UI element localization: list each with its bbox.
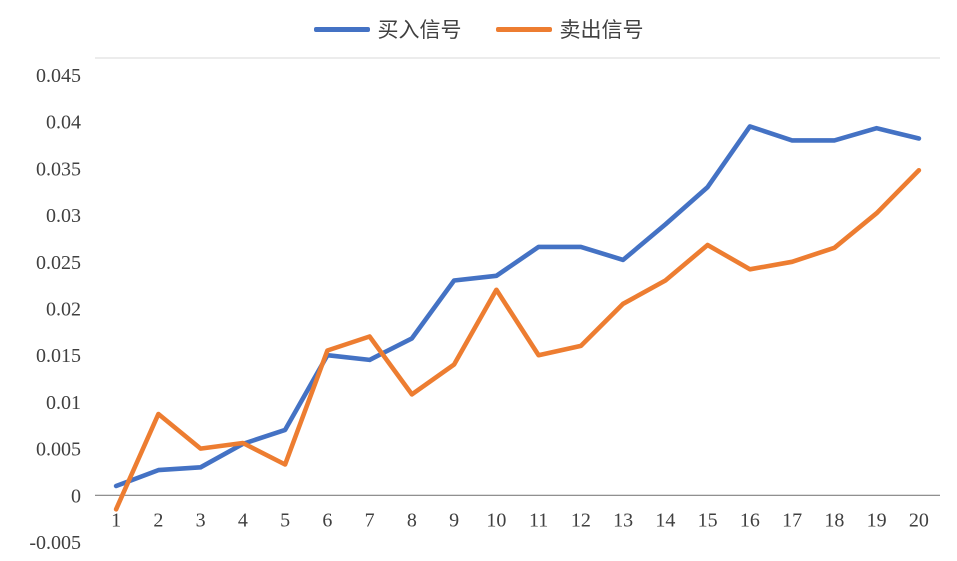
- legend-label-buy-signal: 买入信号: [377, 18, 462, 42]
- legend-item-sell-signal: 卖出信号: [495, 14, 644, 44]
- x-tick-label: 16: [740, 509, 760, 531]
- buy-series-line-swatch: [313, 26, 370, 32]
- x-tick-label: 9: [449, 509, 459, 531]
- buy-signal-series-line: [113, 124, 922, 489]
- y-tick-label: 0.02: [46, 299, 81, 321]
- y-tick-label: 0.01: [46, 392, 81, 414]
- x-tick-label: 17: [782, 509, 802, 531]
- x-tick-label: 14: [655, 509, 675, 531]
- y-tick-label: 0.025: [36, 252, 81, 274]
- x-tick-label: 1: [111, 509, 121, 531]
- x-tick-label: 12: [571, 509, 591, 531]
- legend-label-sell-signal: 卖出信号: [559, 18, 644, 42]
- x-tick-label: 11: [529, 509, 548, 531]
- y-tick-label: 0.035: [36, 158, 81, 180]
- y-tick-label: 0.04: [46, 112, 81, 134]
- x-tick-label: 10: [486, 509, 506, 531]
- y-tick-label: 0: [71, 485, 81, 507]
- sell-series-line-swatch: [495, 26, 552, 32]
- y-tick-label: -0.005: [29, 532, 81, 554]
- sell-signal-series-line: [113, 168, 922, 512]
- x-tick-label: 5: [280, 509, 290, 531]
- y-tick-label: 0.03: [46, 205, 81, 227]
- legend-item-buy-signal: 买入信号: [313, 14, 462, 44]
- y-tick-label: 0.005: [36, 439, 81, 461]
- x-tick-label: 8: [407, 509, 417, 531]
- x-tick-label: 18: [824, 509, 844, 531]
- x-tick-label: 13: [613, 509, 633, 531]
- x-tick-label: 20: [909, 509, 929, 531]
- x-tick-label: 15: [698, 509, 718, 531]
- y-tick-label: 0.015: [36, 345, 81, 367]
- x-tick-label: 7: [365, 509, 375, 531]
- chart-legend: 买入信号 卖出信号: [0, 14, 957, 44]
- x-tick-label: 3: [196, 509, 206, 531]
- y-tick-label: 0.045: [36, 65, 81, 87]
- x-tick-label: 4: [238, 509, 248, 531]
- x-tick-label: 6: [322, 509, 332, 531]
- x-tick-label: 2: [153, 509, 163, 531]
- x-tick-label: 19: [867, 509, 887, 531]
